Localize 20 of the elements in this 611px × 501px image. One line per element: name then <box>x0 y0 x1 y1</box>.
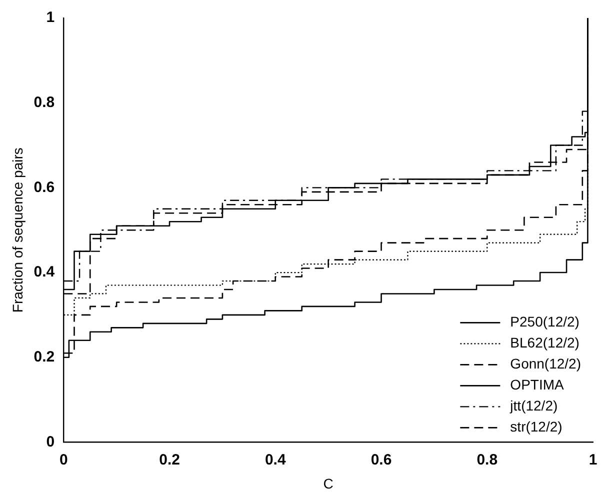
legend-label: OPTIMA <box>510 376 565 393</box>
x-axis-title: C <box>323 475 334 492</box>
y-axis-title: Fraction of sequence pairs <box>9 148 26 313</box>
legend-label: jtt(12/2) <box>509 398 558 414</box>
x-tick-label: 0.6 <box>370 451 392 468</box>
legend-label: P250(12/2) <box>510 314 580 330</box>
x-tick-label: 0.2 <box>159 451 180 468</box>
x-tick-label: 0.8 <box>476 451 498 468</box>
y-tick-label: 0.2 <box>34 348 55 366</box>
x-tick-label: 1 <box>588 451 598 468</box>
y-tick-label: 1 <box>46 9 55 26</box>
legend-label: Gonn(12/2) <box>510 356 582 372</box>
y-tick-label: 0.4 <box>34 264 56 281</box>
x-tick-label: 0.4 <box>264 451 286 468</box>
legend-label: str(12/2) <box>510 418 562 435</box>
legend-label: BL62(12/2) <box>510 334 580 351</box>
y-tick-label: 0.6 <box>34 178 55 196</box>
y-tick-label: 0 <box>46 433 55 450</box>
x-tick-label: 0 <box>59 451 68 468</box>
y-tick-label: 0.8 <box>34 94 55 111</box>
